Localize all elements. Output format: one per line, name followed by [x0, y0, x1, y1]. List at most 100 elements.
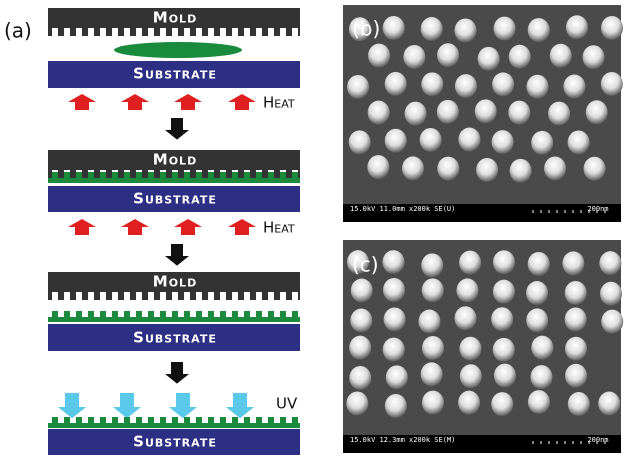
- mold-notch: [136, 292, 142, 300]
- nanopillar: [475, 99, 497, 123]
- nanopillar: [385, 129, 407, 153]
- nanopillar: [528, 252, 550, 276]
- resist-tooth: [172, 417, 178, 424]
- mold-notch: [292, 292, 298, 300]
- resist-tooth: [148, 311, 154, 318]
- nanopillar: [418, 310, 440, 334]
- nanopillar: [548, 102, 570, 126]
- mold-notch: [232, 28, 238, 36]
- resist-tooth: [268, 417, 274, 424]
- nanopillar: [351, 279, 373, 303]
- nanopillar: [565, 281, 587, 305]
- nanopillar: [544, 156, 566, 180]
- mold-label: Mold: [153, 9, 197, 27]
- mold-notch: [88, 28, 94, 36]
- mold-notch: [184, 292, 190, 300]
- nanopillar: [405, 102, 427, 126]
- resist-tooth: [208, 172, 214, 179]
- resist-tooth: [148, 172, 154, 179]
- nanopillar: [509, 45, 531, 69]
- resist-tooth: [280, 172, 286, 179]
- mold-notch: [196, 292, 202, 300]
- mold-notch: [112, 28, 118, 36]
- nanopillar: [459, 337, 481, 361]
- resist-tooth: [88, 311, 94, 318]
- nanopillar: [349, 336, 371, 360]
- nanopillar: [383, 16, 405, 40]
- mold-notch: [280, 28, 286, 36]
- nanopillar: [347, 75, 369, 99]
- resist-tooth: [76, 172, 82, 179]
- resist-tooth: [52, 172, 58, 179]
- nanopillar: [437, 157, 459, 181]
- resist-tooth: [220, 172, 226, 179]
- resist-tooth: [76, 417, 82, 424]
- resist-tooth: [292, 311, 298, 318]
- arrow: [68, 219, 96, 235]
- nanopillar: [601, 310, 623, 334]
- resist-tooth: [148, 417, 154, 424]
- mold-notch: [208, 292, 214, 300]
- resist-tooth: [160, 172, 166, 179]
- resist-tooth: [244, 311, 250, 318]
- mold-notch: [100, 292, 106, 300]
- nanopillar: [528, 18, 550, 42]
- resist-tooth: [184, 172, 190, 179]
- mold-label: Mold: [153, 273, 197, 291]
- mold-notch: [268, 292, 274, 300]
- sem-info: 15.0kV 12.3mm x200k SE(M): [350, 436, 455, 444]
- nanopillar: [583, 45, 605, 69]
- resist-tooth: [124, 311, 130, 318]
- nanopillar: [383, 278, 405, 302]
- resist-tooth: [196, 172, 202, 179]
- resist-tooth: [292, 172, 298, 179]
- nanopillar: [566, 15, 588, 39]
- nanopillar: [385, 72, 407, 96]
- mold-notch: [52, 292, 58, 300]
- nanopillar: [565, 308, 587, 332]
- resist-tooth: [280, 417, 286, 424]
- mold-notch: [52, 28, 58, 36]
- arrow: [169, 393, 197, 418]
- nanopillar: [349, 366, 371, 390]
- nanopillar: [456, 278, 478, 302]
- nanopillar: [350, 309, 372, 333]
- resist-tooth: [124, 172, 130, 179]
- resist-tooth: [220, 417, 226, 424]
- resist-tooth: [136, 172, 142, 179]
- mold-notch: [280, 292, 286, 300]
- nanopillar: [550, 44, 572, 68]
- scale-label: 200nm: [587, 436, 608, 444]
- nanopillar: [562, 251, 584, 275]
- resist-tooth: [244, 172, 250, 179]
- resist-tooth: [88, 417, 94, 424]
- figure: (a) Mold Substrate Heat Mold Substrate H…: [0, 0, 626, 457]
- arrow: [174, 94, 202, 110]
- nanopillar: [508, 101, 530, 125]
- nanopillar: [385, 394, 407, 418]
- resist-tooth: [64, 417, 70, 424]
- arrow: [113, 393, 141, 418]
- nanopillar: [437, 100, 459, 124]
- nanopillar: [384, 307, 406, 331]
- mold-notch: [244, 28, 250, 36]
- nanopillar: [476, 158, 498, 182]
- substrate-label: Substrate: [133, 190, 217, 208]
- nanopillar: [421, 253, 443, 277]
- arrow: [121, 219, 149, 235]
- nanopillar: [491, 392, 513, 416]
- mold-notch: [136, 28, 142, 36]
- mold-notch: [172, 28, 178, 36]
- arrow: [121, 94, 149, 110]
- nanopillar: [526, 281, 548, 305]
- resist-tooth: [52, 311, 58, 318]
- nanopillar: [492, 72, 514, 96]
- nanopillar: [599, 251, 621, 275]
- mold-notch: [148, 292, 154, 300]
- nanopillar: [421, 72, 443, 96]
- resist-tooth: [232, 417, 238, 424]
- nanopillar: [421, 17, 443, 41]
- mold-notch: [232, 292, 238, 300]
- substrate-label: Substrate: [133, 65, 217, 83]
- arrow: [226, 393, 254, 418]
